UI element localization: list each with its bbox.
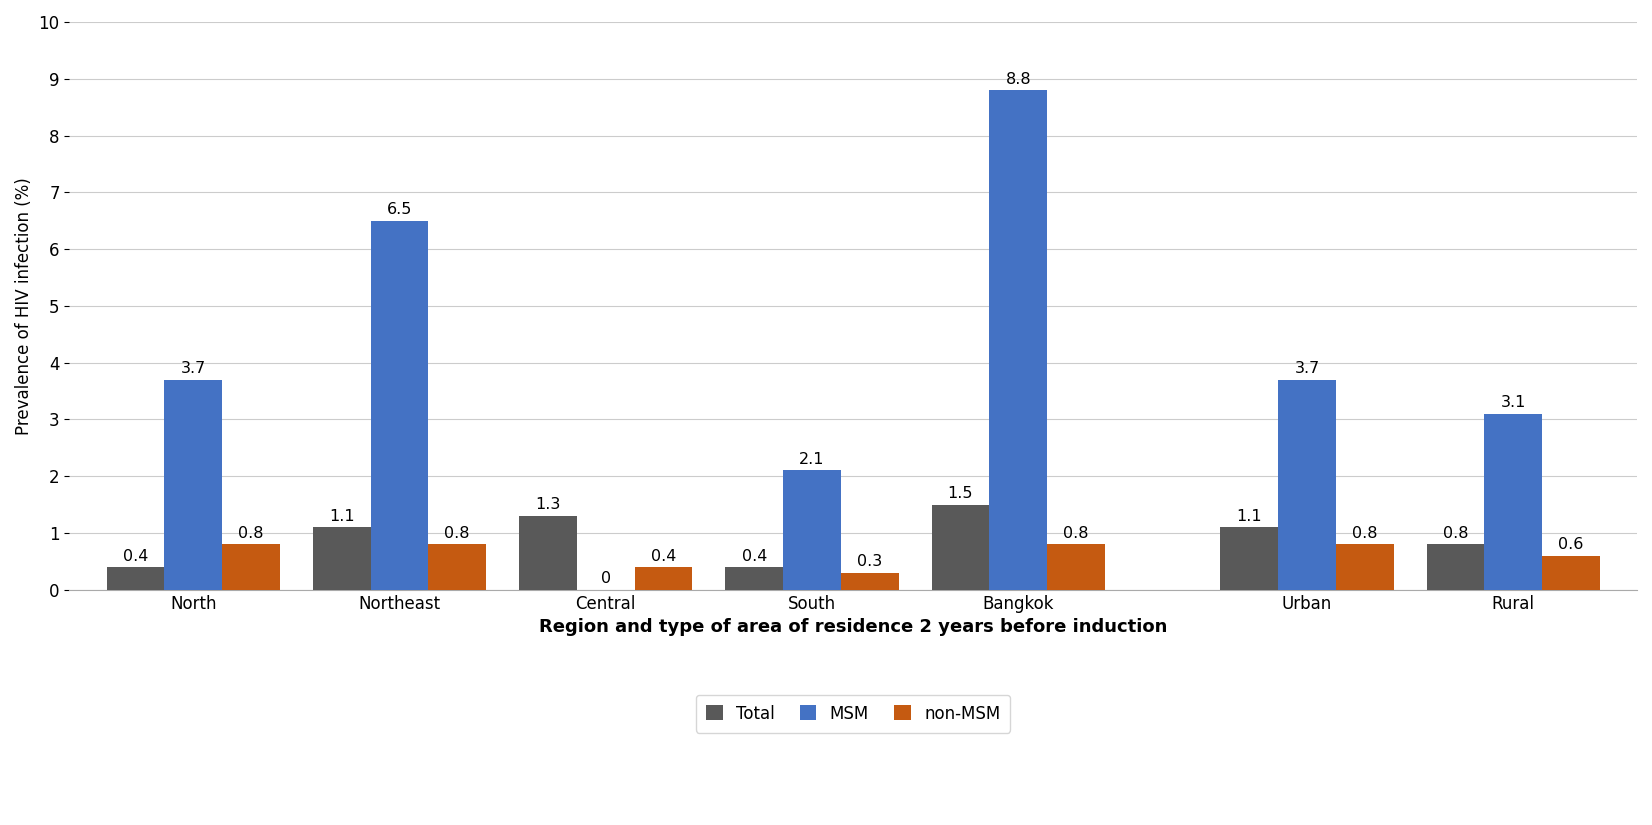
Bar	[1336, 544, 1394, 590]
Bar	[1427, 544, 1485, 590]
Text: 6.5: 6.5	[387, 202, 411, 217]
Bar	[841, 573, 899, 590]
Bar	[519, 516, 577, 590]
X-axis label: Region and type of area of residence 2 years before induction: Region and type of area of residence 2 y…	[539, 618, 1168, 636]
Text: 1.5: 1.5	[948, 486, 973, 501]
Bar	[1279, 380, 1336, 590]
Text: 0.4: 0.4	[742, 549, 767, 563]
Text: 0.8: 0.8	[1442, 526, 1469, 541]
Text: 0.4: 0.4	[122, 549, 149, 563]
Legend: Total, MSM, non-MSM: Total, MSM, non-MSM	[695, 695, 1011, 733]
Text: 0: 0	[601, 571, 611, 587]
Bar	[725, 567, 783, 590]
Bar	[428, 544, 486, 590]
Bar	[1221, 527, 1279, 590]
Text: 0.8: 0.8	[1351, 526, 1378, 541]
Bar	[634, 567, 692, 590]
Text: 0.4: 0.4	[651, 549, 676, 563]
Text: 8.8: 8.8	[1006, 72, 1031, 87]
Text: 2.1: 2.1	[800, 452, 824, 467]
Text: 0.8: 0.8	[1064, 526, 1089, 541]
Text: 3.1: 3.1	[1500, 395, 1526, 410]
Bar	[164, 380, 221, 590]
Bar	[370, 220, 428, 590]
Bar	[1047, 544, 1105, 590]
Bar	[783, 470, 841, 590]
Bar	[990, 90, 1047, 590]
Bar	[312, 527, 370, 590]
Text: 0.8: 0.8	[444, 526, 469, 541]
Text: 1.1: 1.1	[1236, 509, 1262, 524]
Bar	[221, 544, 279, 590]
Text: 0.6: 0.6	[1558, 537, 1584, 552]
Text: 0.3: 0.3	[857, 554, 882, 569]
Bar	[1485, 413, 1541, 590]
Bar	[932, 505, 990, 590]
Bar	[106, 567, 164, 590]
Text: 3.7: 3.7	[1295, 361, 1320, 376]
Text: 3.7: 3.7	[180, 361, 206, 376]
Text: 0.8: 0.8	[238, 526, 264, 541]
Y-axis label: Prevalence of HIV infection (%): Prevalence of HIV infection (%)	[15, 177, 33, 435]
Bar	[1541, 555, 1599, 590]
Text: 1.3: 1.3	[535, 497, 560, 512]
Text: 1.1: 1.1	[329, 509, 355, 524]
